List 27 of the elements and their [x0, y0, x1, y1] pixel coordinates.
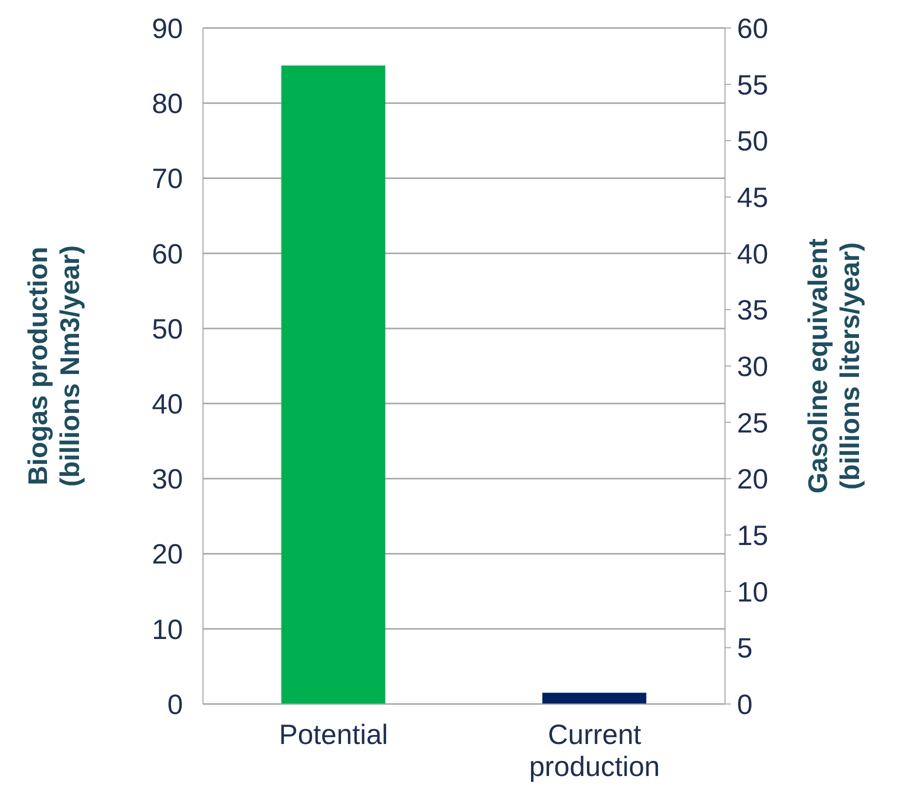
y-tick-label: 20 [152, 538, 183, 570]
y2-tick-label: 40 [737, 238, 768, 270]
y2-tick-label: 60 [737, 12, 768, 44]
y2-tick-label: 30 [737, 350, 768, 382]
y-tick-label: 50 [152, 313, 183, 344]
y-axis-title: Biogas production (billions Nm3/year) [23, 245, 85, 487]
y2-tick-label: 25 [737, 407, 768, 438]
y2-tick-label: 50 [737, 126, 768, 157]
y2-tick-label: 45 [737, 182, 768, 213]
y2-tick-label: 20 [737, 464, 768, 495]
y-tick-label: 70 [152, 163, 183, 194]
y-tick-label: 0 [167, 688, 183, 720]
y2-tick-label: 15 [737, 520, 768, 551]
y2-tick-label: 0 [737, 688, 753, 720]
y-tick-label: 40 [152, 388, 183, 420]
y-tick-label: 30 [152, 464, 183, 495]
y2-tick-label: 5 [737, 632, 753, 664]
x-tick-label: Current production [529, 719, 660, 782]
y-tick-label: 80 [152, 88, 183, 120]
y2-tick-label: 10 [737, 576, 768, 608]
y2-axis-title: Gasoline equivalent (billions liters/year) [803, 238, 865, 494]
y-tick-label: 60 [152, 238, 183, 270]
y-tick-label: 10 [152, 614, 183, 645]
y2-tick-label: 55 [737, 69, 768, 100]
x-tick-label: Potential [279, 719, 388, 750]
y-tick-label: 90 [152, 12, 183, 44]
y2-tick-label: 35 [737, 294, 768, 326]
